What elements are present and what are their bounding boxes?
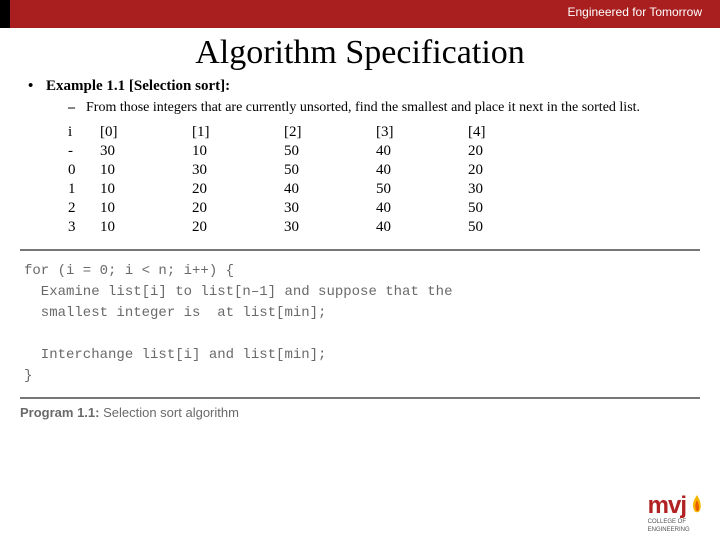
header-bar: Engineered for Tomorrow xyxy=(0,0,720,28)
table-row: 0 10 30 50 40 20 xyxy=(68,161,692,180)
table-cell: 30 xyxy=(468,180,560,199)
table-header-cell: i xyxy=(68,123,100,142)
logo-main: mvj xyxy=(648,495,704,517)
table-cell: 50 xyxy=(284,161,376,180)
table-cell: 2 xyxy=(68,199,100,218)
code-block: for (i = 0; i < n; i++) { Examine list[i… xyxy=(20,249,700,399)
example-description-row: – From those integers that are currently… xyxy=(68,99,692,117)
table-row: 1 10 20 40 50 30 xyxy=(68,180,692,199)
caption-rest: Selection sort algorithm xyxy=(99,405,238,420)
code-line: } xyxy=(24,368,32,384)
header-tagline: Engineered for Tomorrow xyxy=(567,5,702,19)
table-cell: 40 xyxy=(376,142,468,161)
program-caption: Program 1.1: Selection sort algorithm xyxy=(20,405,700,420)
table-cell: 50 xyxy=(284,142,376,161)
table-header-cell: [3] xyxy=(376,123,468,142)
table-header-cell: [1] xyxy=(192,123,284,142)
table-cell: 20 xyxy=(192,218,284,237)
example-description: From those integers that are currently u… xyxy=(86,99,640,117)
page-title: Algorithm Specification xyxy=(0,34,720,72)
code-line: Examine list[i] to list[n–1] and suppose… xyxy=(24,284,452,300)
table-header-cell: [0] xyxy=(100,123,192,142)
table-cell: 40 xyxy=(376,161,468,180)
table-cell: 50 xyxy=(468,218,560,237)
table-cell: - xyxy=(68,142,100,161)
college-logo: mvj COLLEGE OF ENGINEERING xyxy=(648,495,704,534)
table-cell: 10 xyxy=(192,142,284,161)
table-cell: 3 xyxy=(68,218,100,237)
caption-bold: Program 1.1: xyxy=(20,405,99,420)
table-cell: 20 xyxy=(192,180,284,199)
code-line: for (i = 0; i < n; i++) { xyxy=(24,263,234,279)
sort-trace-table: i [0] [1] [2] [3] [4] - 30 10 50 40 20 0… xyxy=(68,123,692,237)
table-cell: 50 xyxy=(468,199,560,218)
code-line: smallest integer is at list[min]; xyxy=(24,305,326,321)
table-cell: 20 xyxy=(468,142,560,161)
bullet-marker: • xyxy=(28,78,46,95)
table-cell: 30 xyxy=(192,161,284,180)
table-row: - 30 10 50 40 20 xyxy=(68,142,692,161)
table-cell: 30 xyxy=(284,218,376,237)
logo-subtitle-1: COLLEGE OF xyxy=(648,519,704,526)
table-cell: 0 xyxy=(68,161,100,180)
code-line: Interchange list[i] and list[min]; xyxy=(24,347,326,363)
table-cell: 40 xyxy=(376,218,468,237)
example-bullet: • Example 1.1 [Selection sort]: xyxy=(28,78,692,95)
table-cell: 40 xyxy=(376,199,468,218)
table-cell: 10 xyxy=(100,218,192,237)
table-cell: 10 xyxy=(100,199,192,218)
table-cell: 30 xyxy=(100,142,192,161)
flame-icon xyxy=(690,495,704,517)
table-header-row: i [0] [1] [2] [3] [4] xyxy=(68,123,692,142)
content-area: • Example 1.1 [Selection sort]: – From t… xyxy=(0,72,720,237)
table-cell: 20 xyxy=(192,199,284,218)
example-label: Example 1.1 [Selection sort]: xyxy=(46,78,230,95)
table-cell: 1 xyxy=(68,180,100,199)
table-cell: 20 xyxy=(468,161,560,180)
table-cell: 30 xyxy=(284,199,376,218)
table-header-cell: [2] xyxy=(284,123,376,142)
dash-marker: – xyxy=(68,99,86,117)
logo-subtitle-2: ENGINEERING xyxy=(648,527,704,534)
table-header-cell: [4] xyxy=(468,123,560,142)
table-row: 3 10 20 30 40 50 xyxy=(68,218,692,237)
table-row: 2 10 20 30 40 50 xyxy=(68,199,692,218)
table-cell: 10 xyxy=(100,180,192,199)
logo-text: mvj xyxy=(648,495,686,517)
table-cell: 10 xyxy=(100,161,192,180)
table-cell: 40 xyxy=(284,180,376,199)
table-cell: 50 xyxy=(376,180,468,199)
